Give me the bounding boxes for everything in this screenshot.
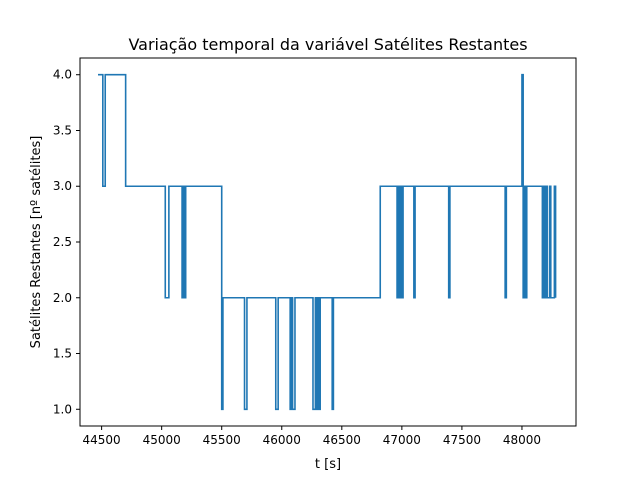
- x-tick-label: 48000: [503, 433, 541, 447]
- y-axis: 1.0 1.5 2.0 2.5 3.0 3.5 4.0: [53, 68, 80, 416]
- plot-frame: [79, 57, 577, 427]
- y-tick-label: 3.0: [53, 179, 72, 193]
- x-tick-label: 45000: [143, 433, 181, 447]
- x-axis: 44500 45000 45500 46000 46500 47000 47500 48000: [83, 426, 541, 447]
- x-tick-label: 47000: [383, 433, 421, 447]
- x-tick-label: 44500: [83, 433, 121, 447]
- x-tick-label: 46000: [263, 433, 301, 447]
- y-tick-label: 1.0: [53, 402, 72, 416]
- x-tick-label: 45500: [203, 433, 241, 447]
- series-line-0: [98, 73, 557, 411]
- y-tick-label: 4.0: [53, 68, 72, 82]
- y-axis-label: Satélites Restantes [nº satélites]: [29, 136, 44, 349]
- x-tick-label: 46500: [323, 433, 361, 447]
- x-tick-label: 47500: [443, 433, 481, 447]
- y-tick-label: 2.0: [53, 291, 72, 305]
- y-tick-label: 2.5: [53, 235, 72, 249]
- plot-area: [98, 73, 557, 411]
- y-tick-label: 1.5: [53, 347, 72, 361]
- x-axis-label: t [s]: [315, 457, 341, 472]
- chart-title: Variação temporal da variável Satélites …: [128, 35, 527, 54]
- y-tick-label: 3.5: [53, 123, 72, 137]
